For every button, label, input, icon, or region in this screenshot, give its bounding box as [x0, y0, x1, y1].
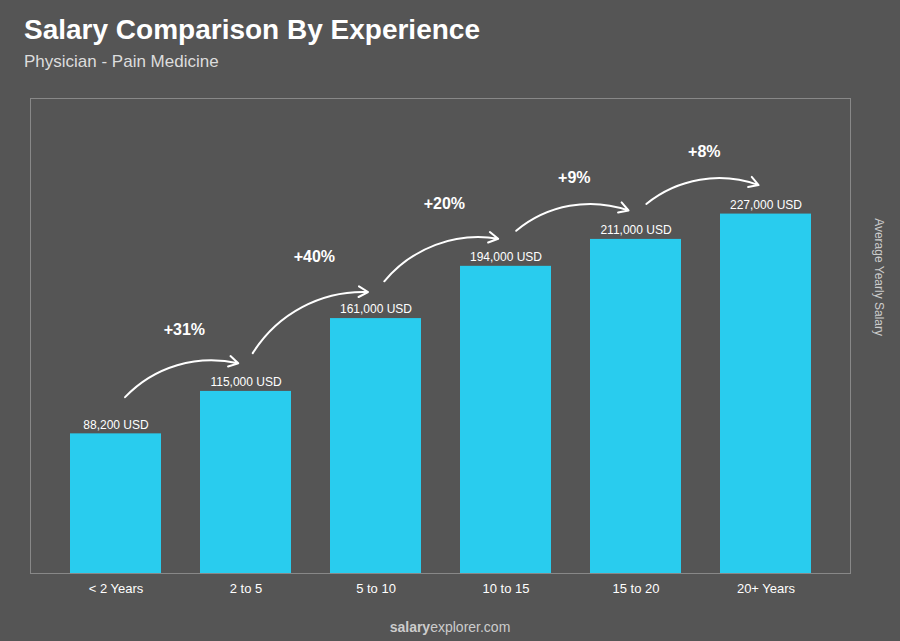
svg-text:161,000 USD: 161,000 USD	[340, 302, 412, 316]
html-text:salary explorer.com: salary explorer.com	[389, 619, 511, 635]
svg-text:10 to 15: 10 to 15	[483, 581, 530, 596]
svg-text:Average Yearly Salary: Average Yearly Salary	[872, 218, 886, 336]
svg-text:2 to 5: 2 to 5	[230, 581, 263, 596]
svg-text:+8%: +8%	[688, 143, 720, 160]
svg-text:194,000 USD: 194,000 USD	[470, 250, 542, 264]
svg-text:227,000 USD: 227,000 USD	[730, 198, 802, 212]
svg-text:15 to 20: 15 to 20	[613, 581, 660, 596]
svg-text:115,000 USD: 115,000 USD	[210, 375, 281, 389]
html-text:Salary Comparison By Experienc: Salary Comparison By Experience	[24, 14, 480, 45]
svg-text:+9%: +9%	[558, 169, 590, 186]
svg-text:+40%: +40%	[294, 248, 335, 265]
svg-text:88,200 USD: 88,200 USD	[83, 418, 149, 432]
html-text:Physician - Pain Medicine: Physician - Pain Medicine	[24, 52, 219, 71]
svg-text:< 2 Years: < 2 Years	[89, 581, 144, 596]
svg-text:+31%: +31%	[164, 321, 205, 338]
svg-text:20+ Years: 20+ Years	[737, 581, 796, 596]
svg-text:+20%: +20%	[424, 195, 465, 212]
svg-text:5 to 10: 5 to 10	[356, 581, 396, 596]
svg-text:211,000 USD: 211,000 USD	[600, 223, 671, 237]
